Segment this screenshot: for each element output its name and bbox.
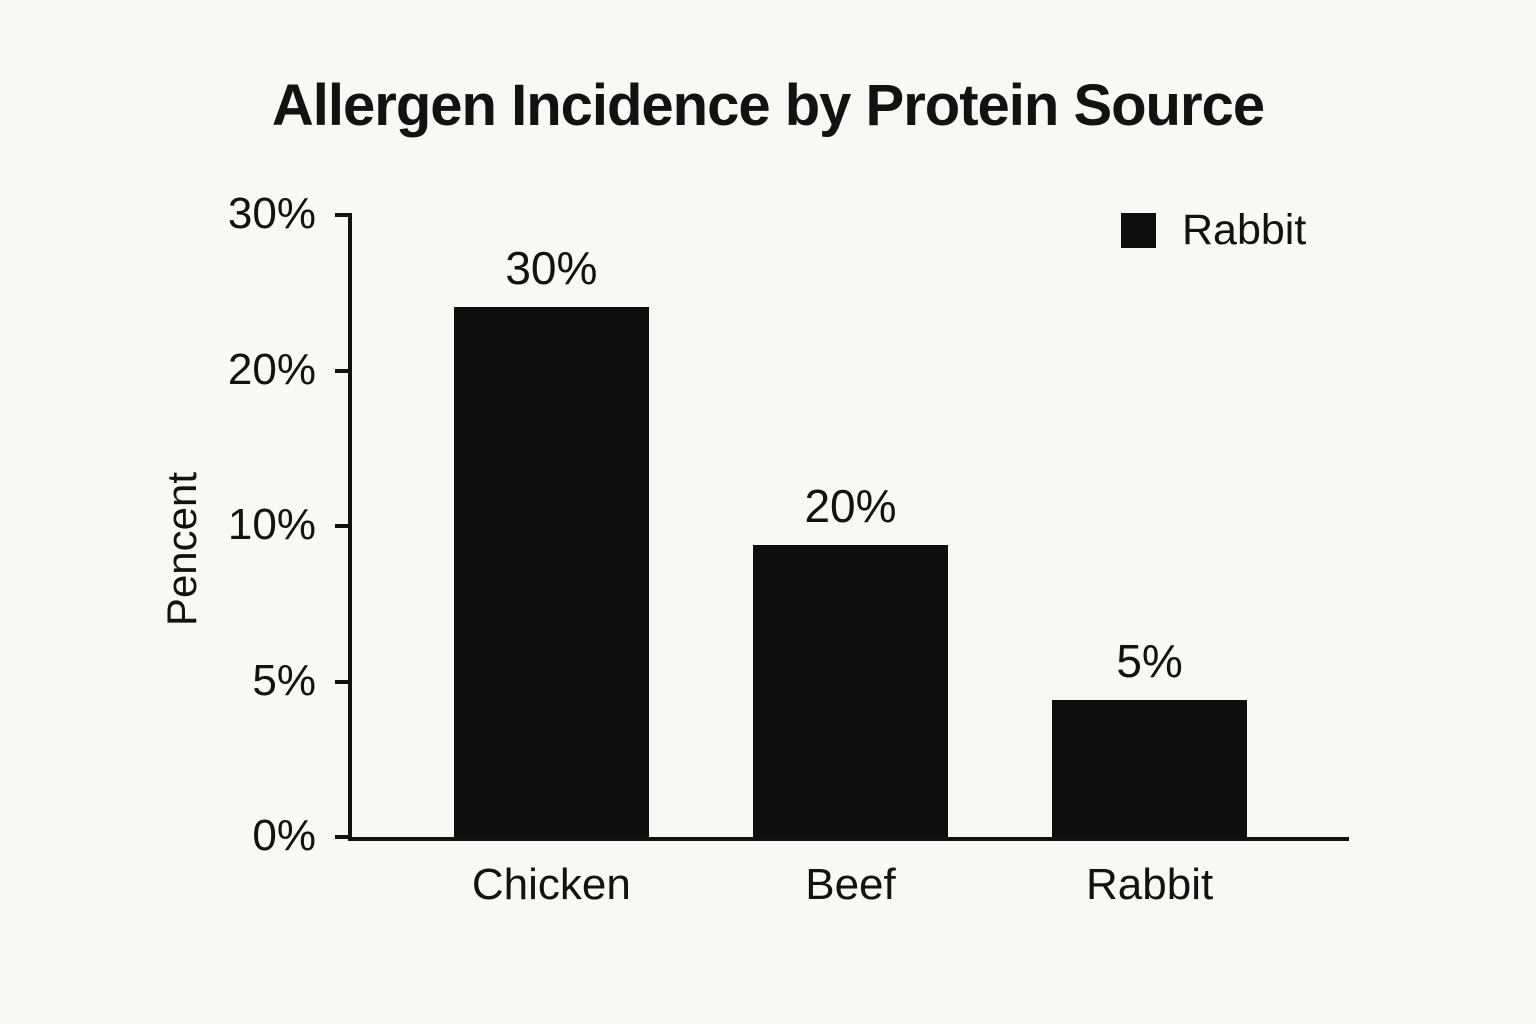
bar-beef xyxy=(752,545,949,837)
plot-area: 30% 20% 10% 5% 0% 30% Chicken 20% Beef 5% Rabbit xyxy=(228,192,1349,907)
bar-value-label: 30% xyxy=(505,242,598,295)
y-axis-tick-label: 5% xyxy=(252,655,316,705)
chart-title: Allergen Incidence by Protein Source xyxy=(271,73,1265,138)
y-axis-label: Pencent xyxy=(158,471,205,627)
x-category-label: Rabbit xyxy=(1086,860,1214,909)
x-category-label: Beef xyxy=(805,860,896,909)
bar-value-label: 5% xyxy=(1116,635,1183,688)
x-category-label: Chicken xyxy=(471,860,631,909)
bar-chicken xyxy=(453,307,650,837)
y-axis-tick-label: 20% xyxy=(227,344,316,394)
legend: Rabbit xyxy=(1121,209,1306,252)
legend-label: Rabbit xyxy=(1182,206,1307,254)
y-axis-tick-label: 0% xyxy=(252,811,316,861)
legend-swatch-icon xyxy=(1121,213,1156,248)
y-axis-tick xyxy=(335,679,352,684)
y-axis-tick xyxy=(335,524,352,528)
bar-value-label: 20% xyxy=(804,480,897,533)
y-axis-tick-label: 10% xyxy=(227,500,316,550)
y-axis-tick xyxy=(335,368,352,373)
y-axis-tick xyxy=(335,835,352,839)
y-axis-tick xyxy=(335,213,352,217)
bar-rabbit xyxy=(1051,700,1248,837)
y-axis-tick-label: 30% xyxy=(227,189,316,239)
